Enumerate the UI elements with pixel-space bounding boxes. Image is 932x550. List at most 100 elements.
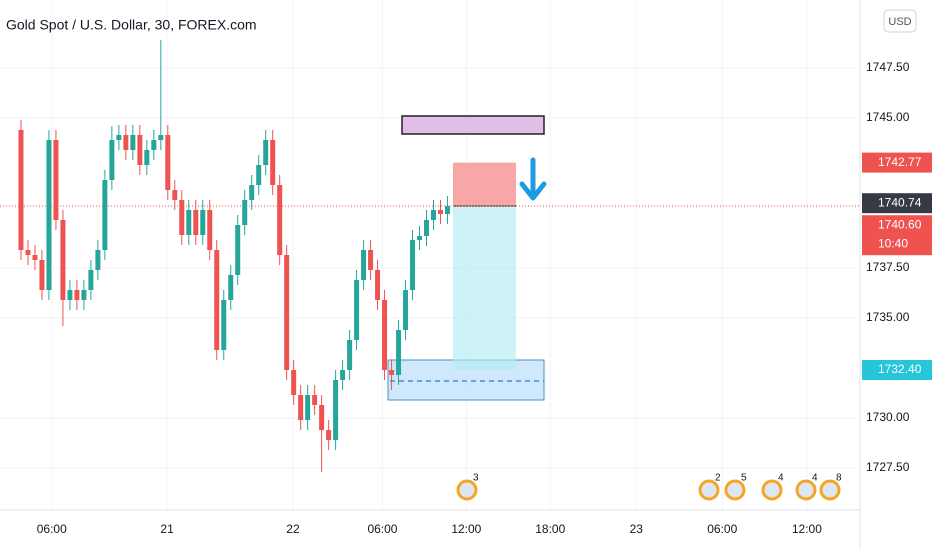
event-icon bbox=[456, 479, 478, 501]
candle-body bbox=[354, 280, 360, 340]
y-tick-label: 1737.50 bbox=[866, 260, 910, 274]
price-tag bbox=[862, 193, 932, 214]
event-icon bbox=[819, 479, 841, 501]
price-tags: 1742.77 1740.74 1740.60 10:40 1732.40 bbox=[862, 152, 932, 380]
short-position bbox=[0, 162, 860, 370]
down-arrow bbox=[519, 157, 547, 201]
event-count: 2 bbox=[715, 473, 721, 484]
candle-body bbox=[81, 290, 87, 300]
candles bbox=[18, 40, 450, 472]
overlay bbox=[519, 157, 547, 201]
candle-body bbox=[228, 275, 234, 300]
candle-body bbox=[361, 250, 367, 280]
candle-body bbox=[340, 370, 346, 380]
price-tag bbox=[862, 152, 932, 173]
candle-body bbox=[165, 135, 171, 190]
candle-body bbox=[39, 260, 45, 290]
candle-body bbox=[95, 250, 101, 270]
x-tick-label: 23 bbox=[630, 522, 644, 536]
candle-body bbox=[249, 185, 255, 200]
candle-body bbox=[437, 210, 443, 214]
candle-body bbox=[46, 140, 52, 290]
drawings bbox=[387, 115, 545, 401]
candle-body bbox=[263, 140, 269, 165]
candle-body bbox=[382, 300, 388, 370]
candle-body bbox=[326, 430, 332, 440]
countdown: 10:40 bbox=[878, 236, 908, 250]
event-icon bbox=[761, 479, 783, 501]
candle-body bbox=[403, 290, 409, 330]
candle-body bbox=[368, 250, 374, 270]
candle-body bbox=[417, 236, 423, 240]
candle-body bbox=[214, 250, 220, 350]
events: 3 2 5 4 4 8 bbox=[456, 473, 842, 501]
candle-body bbox=[18, 130, 24, 250]
candle-body bbox=[298, 395, 304, 420]
candle-body bbox=[333, 380, 339, 440]
event-count: 4 bbox=[812, 473, 818, 484]
candle-body bbox=[123, 135, 129, 150]
candle-body bbox=[151, 140, 157, 150]
event-count: 5 bbox=[741, 473, 747, 484]
chart-title: Gold Spot / U.S. Dollar, 30, FOREX.com bbox=[6, 17, 257, 33]
candle-body bbox=[186, 210, 192, 235]
candle-body bbox=[444, 206, 450, 214]
candle-body bbox=[221, 300, 227, 350]
price-tag-label: 1740.74 bbox=[878, 195, 922, 209]
x-tick-label: 06:00 bbox=[367, 522, 397, 536]
candle-body bbox=[25, 250, 31, 255]
currency-button[interactable] bbox=[883, 9, 917, 33]
candle-body bbox=[53, 140, 59, 220]
candle-body bbox=[109, 140, 115, 180]
currency-label[interactable]: USD bbox=[888, 16, 911, 28]
price-tag bbox=[862, 360, 932, 380]
candle-body bbox=[102, 180, 108, 250]
x-tick-label: 18:00 bbox=[535, 522, 565, 536]
x-tick-label: 12:00 bbox=[451, 522, 481, 536]
candle-body bbox=[130, 135, 136, 150]
candle-body bbox=[32, 255, 38, 260]
x-tick-label: 21 bbox=[160, 522, 174, 536]
candle-body bbox=[277, 185, 283, 255]
candle-body bbox=[284, 255, 290, 370]
candle-body bbox=[291, 370, 297, 395]
y-tick-label: 1730.00 bbox=[866, 410, 910, 424]
candle-body bbox=[172, 190, 178, 200]
event-count: 3 bbox=[473, 473, 479, 484]
candle-body bbox=[74, 290, 80, 300]
candle-body bbox=[116, 135, 122, 140]
candle-body bbox=[235, 225, 241, 275]
candle-body bbox=[319, 405, 325, 430]
stop-zone bbox=[453, 162, 516, 206]
event-icon bbox=[698, 479, 720, 501]
candle-body bbox=[193, 210, 199, 235]
candle-body bbox=[396, 330, 402, 375]
support-zone bbox=[387, 359, 545, 401]
axes: 1727.50 1730.00 1735.00 1737.50 1745.00 1747.… bbox=[37, 60, 910, 536]
candle-body bbox=[312, 395, 318, 405]
y-tick-label: 1735.00 bbox=[866, 310, 910, 324]
candle-body bbox=[424, 220, 430, 236]
candle-body bbox=[60, 220, 66, 300]
x-tick-label: 06:00 bbox=[707, 522, 737, 536]
y-tick-label: 1727.50 bbox=[866, 460, 910, 474]
candle-body bbox=[207, 210, 213, 250]
candle-body bbox=[242, 200, 248, 225]
candle-body bbox=[88, 270, 94, 290]
candle-body bbox=[430, 210, 436, 220]
candle-body bbox=[158, 135, 164, 140]
candle-body bbox=[144, 150, 150, 165]
candle-body bbox=[200, 210, 206, 235]
candle-body bbox=[179, 200, 185, 235]
candle-body bbox=[305, 395, 311, 420]
event-icon bbox=[795, 479, 817, 501]
x-tick-label: 12:00 bbox=[792, 522, 822, 536]
candle-body bbox=[410, 240, 416, 290]
event-count: 4 bbox=[778, 473, 784, 484]
resistance-zone bbox=[401, 115, 545, 135]
price-tag-label: 1732.40 bbox=[878, 362, 922, 376]
y-tick-label: 1745.00 bbox=[866, 110, 910, 124]
price-tag-label: 1740.60 bbox=[878, 217, 922, 231]
x-tick-label: 06:00 bbox=[37, 522, 67, 536]
